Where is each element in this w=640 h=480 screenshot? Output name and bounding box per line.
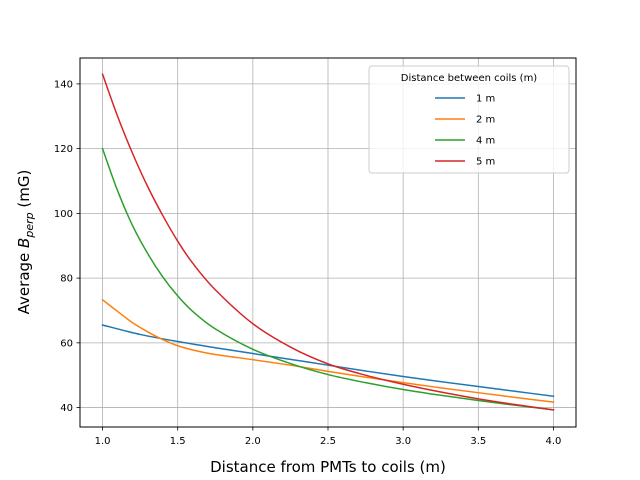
y-axis-label-symbol: B	[15, 238, 33, 248]
legend-label-5m: 5 m	[476, 157, 495, 168]
legend-frame	[368, 65, 570, 174]
x-tick-label: 4.0	[546, 436, 562, 447]
legend-label-4m: 4 m	[476, 136, 495, 147]
y-axis-label-prefix: Average	[15, 248, 33, 314]
x-tick-label: 2.5	[320, 436, 336, 447]
series-line-1m	[101, 324, 555, 398]
series-line-4m	[101, 147, 555, 411]
legend-title: Distance between coils (m)	[401, 73, 538, 84]
y-tick-label: 80	[60, 274, 73, 285]
x-tick-label: 3.5	[470, 436, 486, 447]
x-tick-label: 3.0	[395, 436, 411, 447]
y-tick-label: 140	[54, 79, 73, 90]
ticks: 1.0 1.5 2.0 2.5 3.0 3.5 4.0 40 60 80 100 120 140	[54, 79, 562, 447]
series-line-2m	[101, 298, 555, 403]
legend-label-2m: 2 m	[476, 115, 495, 126]
y-tick-label: 40	[60, 403, 73, 414]
y-axis-label: Average Bperp (mG)	[15, 170, 36, 315]
series-lines	[101, 73, 555, 411]
series-line-5m	[101, 73, 555, 411]
y-tick-label: 100	[54, 209, 73, 220]
y-tick-label: 60	[60, 338, 73, 349]
legend-items: 1 m 2 m 4 m 5 m	[435, 94, 495, 168]
y-axis-label-suffix: (mG)	[15, 170, 33, 213]
legend: Distance between coils (m) 1 m 2 m 4 m 5 m	[368, 65, 570, 174]
y-tick-label: 120	[54, 144, 73, 155]
x-tick-label: 1.0	[95, 436, 111, 447]
y-axis-label-subscript: perp	[23, 212, 36, 238]
x-tick-label: 2.0	[245, 436, 261, 447]
legend-label-1m: 1 m	[476, 94, 495, 105]
x-tick-label: 1.5	[170, 436, 186, 447]
x-axis-label: Distance from PMTs to coils (m)	[210, 458, 446, 476]
